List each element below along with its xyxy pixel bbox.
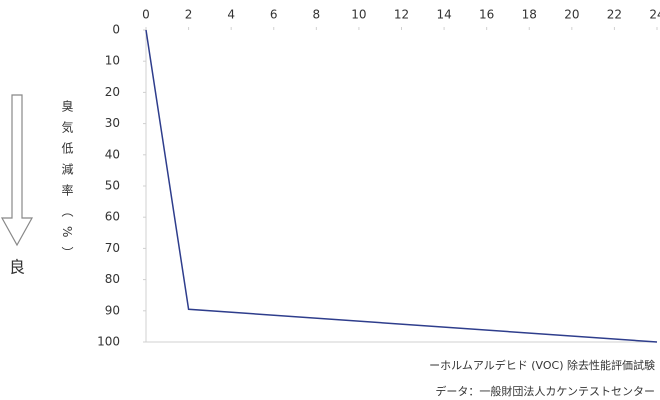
y-tick-label: 0 — [112, 23, 120, 37]
y-tick-label: 20 — [105, 85, 120, 99]
y-tick-label: 80 — [105, 272, 120, 286]
y-axis-label: 臭気低減率（%） — [60, 99, 74, 268]
line — [145, 29, 658, 343]
x-tick-label: 8 — [313, 8, 321, 22]
x-tick-label: 2 — [185, 8, 193, 22]
y-tick-label: 70 — [105, 241, 120, 255]
y-tick-label: 90 — [105, 303, 120, 317]
x-tick-label: 20 — [564, 8, 579, 22]
y-tick-label: 40 — [105, 147, 120, 161]
y-tick-label: 100 — [97, 335, 120, 349]
x-tick-label: 6 — [270, 8, 278, 22]
x-tick-label: 12 — [394, 8, 409, 22]
better-arrow — [0, 94, 34, 247]
x-tick-label: 0 — [142, 8, 150, 22]
x-tick-label: 14 — [436, 8, 451, 22]
y-tick-label: 30 — [105, 116, 120, 130]
x-tick-label: 10 — [351, 8, 366, 22]
note: データ：一般財団法人カケンテストセンター — [435, 384, 655, 398]
y-tick-label: 10 — [105, 54, 120, 68]
arrow-label: 良 — [9, 258, 25, 277]
x-tick-label: 22 — [607, 8, 622, 22]
y-tick-label: 60 — [105, 210, 120, 224]
x-tick-label: 18 — [522, 8, 537, 22]
y-tick-label: 50 — [105, 179, 120, 193]
x-tick-label: 24 — [649, 8, 660, 22]
x-tick-label: 4 — [227, 8, 235, 22]
note: ーホルムアルデヒド (VOC) 除去性能評価試験 — [429, 358, 655, 372]
x-tick-label: 16 — [479, 8, 494, 22]
